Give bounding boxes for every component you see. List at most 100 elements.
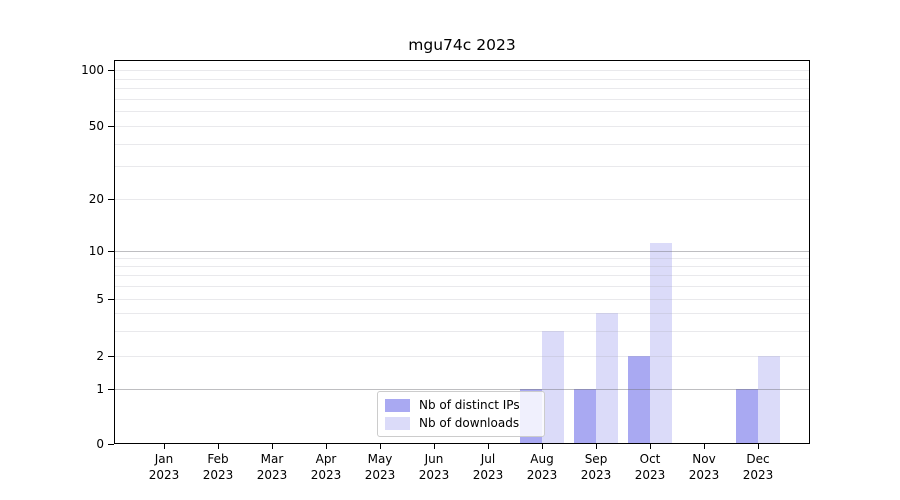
gridline-major [115,250,809,252]
x-tick-month: Aug [530,452,554,466]
x-tick-year: 2023 [418,467,450,482]
x-tick-month: Jan [154,452,174,466]
x-tick-month: Oct [639,452,661,466]
legend-label-distinct-ips: Nb of distinct IPs [419,398,520,412]
x-tick [434,444,436,449]
legend: Nb of distinct IPs Nb of downloads [377,391,545,437]
legend-item-downloads: Nb of downloads [385,416,536,430]
bar-downloads [596,312,618,444]
bar-downloads [758,356,780,444]
x-tick-label: Oct 2023 [622,452,678,483]
x-tick-label: Jan 2023 [136,452,192,483]
x-tick [218,444,220,449]
bar-downloads [542,330,564,444]
x-tick-label: Apr 2023 [298,452,354,483]
legend-swatch-distinct-ips [385,398,410,412]
y-tick-label: 10 [88,243,104,258]
gridline-minor [115,78,809,80]
x-tick-month: May [367,452,393,466]
x-tick [758,444,760,449]
y-tick [108,443,114,445]
gridline-minor [115,111,809,113]
y-tick-label: 1 [96,381,104,396]
x-tick-year: 2023 [202,467,234,482]
x-tick [164,444,166,449]
gridline-minor [115,98,809,100]
x-tick [542,444,544,449]
x-tick-month: Dec [746,452,770,466]
y-tick [108,299,114,301]
gridline-minor [115,266,809,268]
x-tick-year: 2023 [526,467,558,482]
gridline-minor [115,330,809,332]
gridline-minor [115,88,809,90]
gridline-major [115,388,809,390]
x-tick-year: 2023 [634,467,666,482]
x-tick-month: Jun [424,452,444,466]
x-tick-year: 2023 [472,467,504,482]
bar-distinct-ips [736,388,758,444]
gridline-minor [115,299,809,300]
gridline-minor [115,356,809,357]
legend-swatch-downloads [385,416,410,430]
legend-item-distinct-ips: Nb of distinct IPs [385,398,536,412]
y-tick [108,198,114,200]
y-tick-label: 0 [96,436,104,451]
bar-distinct-ips [628,356,650,444]
x-tick [488,444,490,449]
legend-label-downloads: Nb of downloads [419,416,520,430]
gridline-minor [115,286,809,288]
x-tick-year: 2023 [310,467,342,482]
x-tick-month: Jul [480,452,496,466]
x-tick-label: Aug 2023 [514,452,570,483]
x-tick [704,444,706,449]
x-tick-year: 2023 [148,467,180,482]
x-tick-label: Feb 2023 [190,452,246,483]
y-tick [108,356,114,358]
x-tick-year: 2023 [256,467,288,482]
y-tick [108,250,114,252]
gridline-minor [115,257,809,259]
gridline-minor [115,126,809,127]
gridline-minor [115,70,809,71]
x-tick-month: Apr [315,452,337,466]
y-tick-label: 5 [96,292,104,306]
x-tick-month: Mar [260,452,284,466]
gridline-minor [115,166,809,168]
chart-title: mgu74c 2023 [408,36,516,54]
bar-distinct-ips [574,388,596,444]
x-tick-year: 2023 [580,467,612,482]
y-tick [108,126,114,128]
x-tick [650,444,652,449]
x-tick-month: Sep [584,452,608,466]
x-tick-label: Dec 2023 [730,452,786,483]
gridline-minor [115,275,809,277]
bar-downloads [650,243,672,444]
y-tick-label: 100 [81,63,104,77]
x-tick-year: 2023 [364,467,396,482]
x-tick [326,444,328,449]
x-tick-label: Nov 2023 [676,452,732,483]
gridline-minor [115,198,809,200]
x-tick-label: Sep 2023 [568,452,624,483]
y-tick [108,70,114,72]
x-tick-month: Feb [207,452,229,466]
plot-frame [114,60,810,444]
x-tick-label: Jul 2023 [460,452,516,483]
y-tick-label: 50 [88,119,104,133]
y-tick-label: 2 [96,349,104,363]
y-tick-label: 20 [88,191,104,206]
x-tick-year: 2023 [742,467,774,482]
x-tick-label: Jun 2023 [406,452,462,483]
x-tick [596,444,598,449]
x-tick-label: May 2023 [352,452,408,483]
x-tick [380,444,382,449]
x-tick-year: 2023 [688,467,720,482]
y-tick [108,388,114,390]
x-tick [272,444,274,449]
x-tick-label: Mar 2023 [244,452,300,483]
gridline-minor [115,312,809,314]
x-tick-month: Nov [692,452,716,466]
gridline-minor [115,143,809,145]
